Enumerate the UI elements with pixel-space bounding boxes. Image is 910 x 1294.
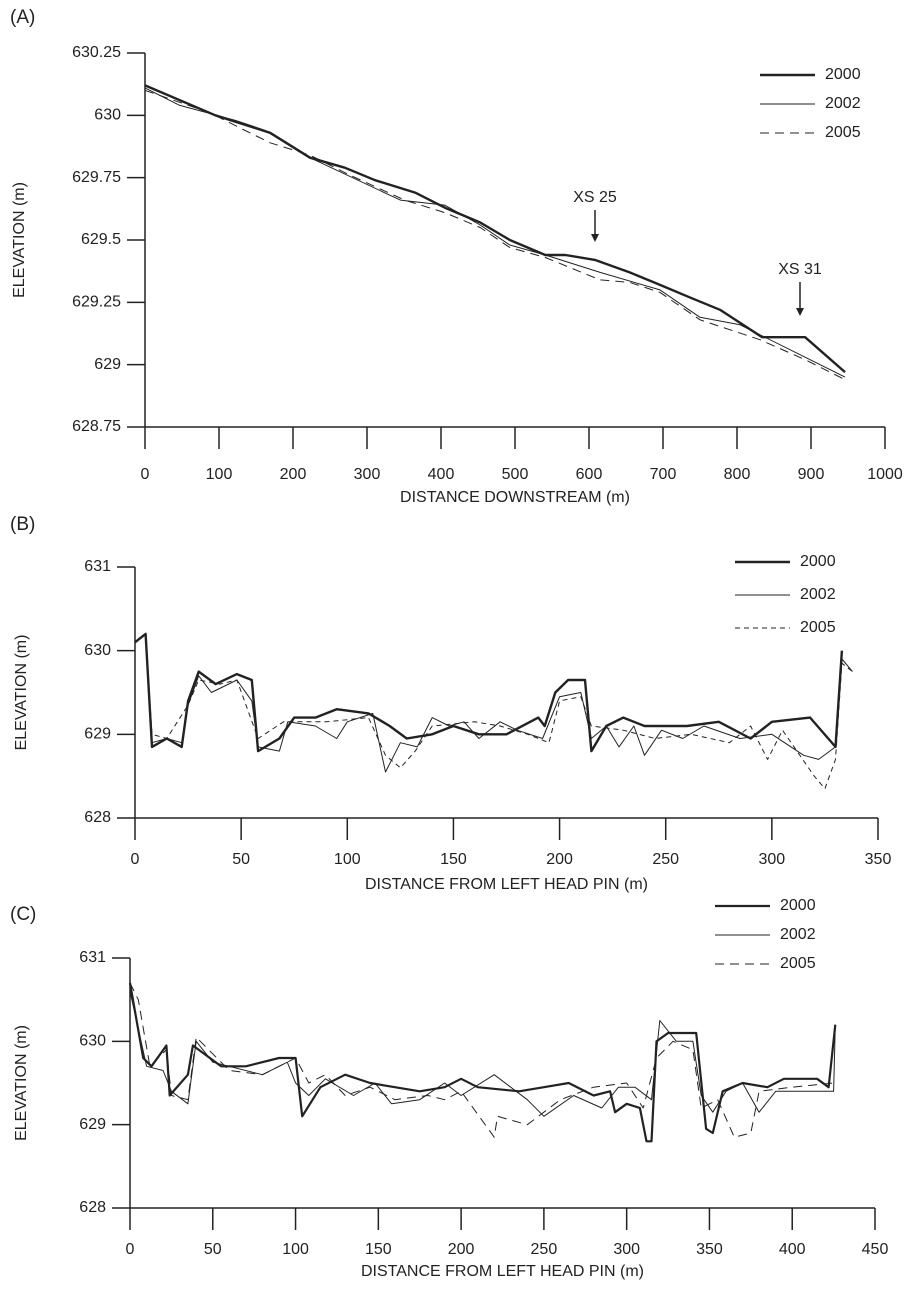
x-tick-label: 350: [865, 851, 892, 868]
x-tick-label: 0: [131, 851, 140, 868]
line-2005: [144, 89, 846, 381]
x-tick-label: 450: [862, 1241, 889, 1258]
x-tick-label: 400: [428, 466, 455, 483]
x-tick-label: 150: [365, 1241, 392, 1258]
x-tick-label: 100: [282, 1241, 309, 1258]
y-tick-label: 629: [94, 356, 121, 373]
x-tick-label: 200: [546, 851, 573, 868]
x-tick-label: 700: [650, 466, 677, 483]
x-tick-label: 0: [126, 1241, 135, 1258]
y-axis-label: ELEVATION (m): [13, 635, 30, 751]
y-tick-label: 629: [84, 726, 111, 743]
y-tick-label: 629.25: [72, 294, 121, 311]
y-tick-label: 629.5: [81, 231, 121, 248]
x-tick-label: 600: [576, 466, 603, 483]
x-tick-label: 300: [759, 851, 786, 868]
legend-label: 2005: [780, 955, 816, 972]
y-tick-label: 631: [79, 949, 106, 966]
line-2000: [134, 632, 844, 753]
y-tick-label: 630: [94, 107, 121, 124]
line-2000: [128, 982, 837, 1143]
y-axis-label: ELEVATION (m): [11, 182, 28, 298]
legend-label: 2000: [825, 66, 861, 83]
x-tick-label: 900: [798, 466, 825, 483]
x-tick-label: 800: [724, 466, 751, 483]
annotation-arrowhead: [591, 234, 599, 242]
y-tick-label: 629.75: [72, 169, 121, 186]
x-tick-label: 250: [652, 851, 679, 868]
legend-label: 2000: [800, 553, 836, 570]
y-tick-label: 628: [84, 809, 111, 826]
x-tick-label: 250: [531, 1241, 558, 1258]
panel-label: (A): [10, 7, 35, 28]
annotation: XS 25: [573, 189, 617, 206]
line-2005: [134, 633, 853, 790]
x-tick-label: 0: [141, 466, 150, 483]
legend-label: 2000: [780, 897, 816, 914]
y-tick-label: 628.75: [72, 418, 121, 435]
y-tick-label: 629: [79, 1116, 106, 1133]
x-tick-label: 300: [613, 1241, 640, 1258]
panel-label: (C): [10, 904, 36, 925]
legend-label: 2002: [800, 586, 836, 603]
y-tick-label: 628: [79, 1199, 106, 1216]
x-tick-label: 50: [204, 1241, 222, 1258]
y-axis-label: ELEVATION (m): [13, 1025, 30, 1141]
y-tick-label: 630: [79, 1033, 106, 1050]
legend-label: 2002: [825, 95, 861, 112]
line-2002: [134, 633, 853, 773]
x-tick-label: 1000: [867, 466, 903, 483]
x-tick-label: 150: [440, 851, 467, 868]
legend-label: 2005: [800, 619, 836, 636]
x-tick-label: 200: [280, 466, 307, 483]
y-tick-label: 630: [84, 642, 111, 659]
x-tick-label: 50: [232, 851, 250, 868]
legend-label: 2002: [780, 926, 816, 943]
x-tick-label: 200: [448, 1241, 475, 1258]
line-2002: [129, 991, 836, 1117]
y-tick-label: 631: [84, 558, 111, 575]
line-2000: [144, 84, 846, 374]
x-axis-label: DISTANCE FROM LEFT HEAD PIN (m): [365, 876, 648, 893]
x-axis-label: DISTANCE FROM LEFT HEAD PIN (m): [361, 1263, 644, 1280]
x-axis-label: DISTANCE DOWNSTREAM (m): [400, 489, 630, 506]
x-tick-label: 500: [502, 466, 529, 483]
x-tick-label: 100: [206, 466, 233, 483]
legend-label: 2005: [825, 124, 861, 141]
x-tick-label: 100: [334, 851, 361, 868]
line-2002: [144, 87, 846, 378]
x-tick-label: 400: [779, 1241, 806, 1258]
x-tick-label: 300: [354, 466, 381, 483]
y-tick-label: 630.25: [72, 44, 121, 61]
panel-label: (B): [10, 514, 35, 535]
annotation-arrowhead: [796, 308, 804, 316]
x-tick-label: 350: [696, 1241, 723, 1258]
annotation: XS 31: [778, 261, 822, 278]
line-2005: [129, 982, 834, 1138]
